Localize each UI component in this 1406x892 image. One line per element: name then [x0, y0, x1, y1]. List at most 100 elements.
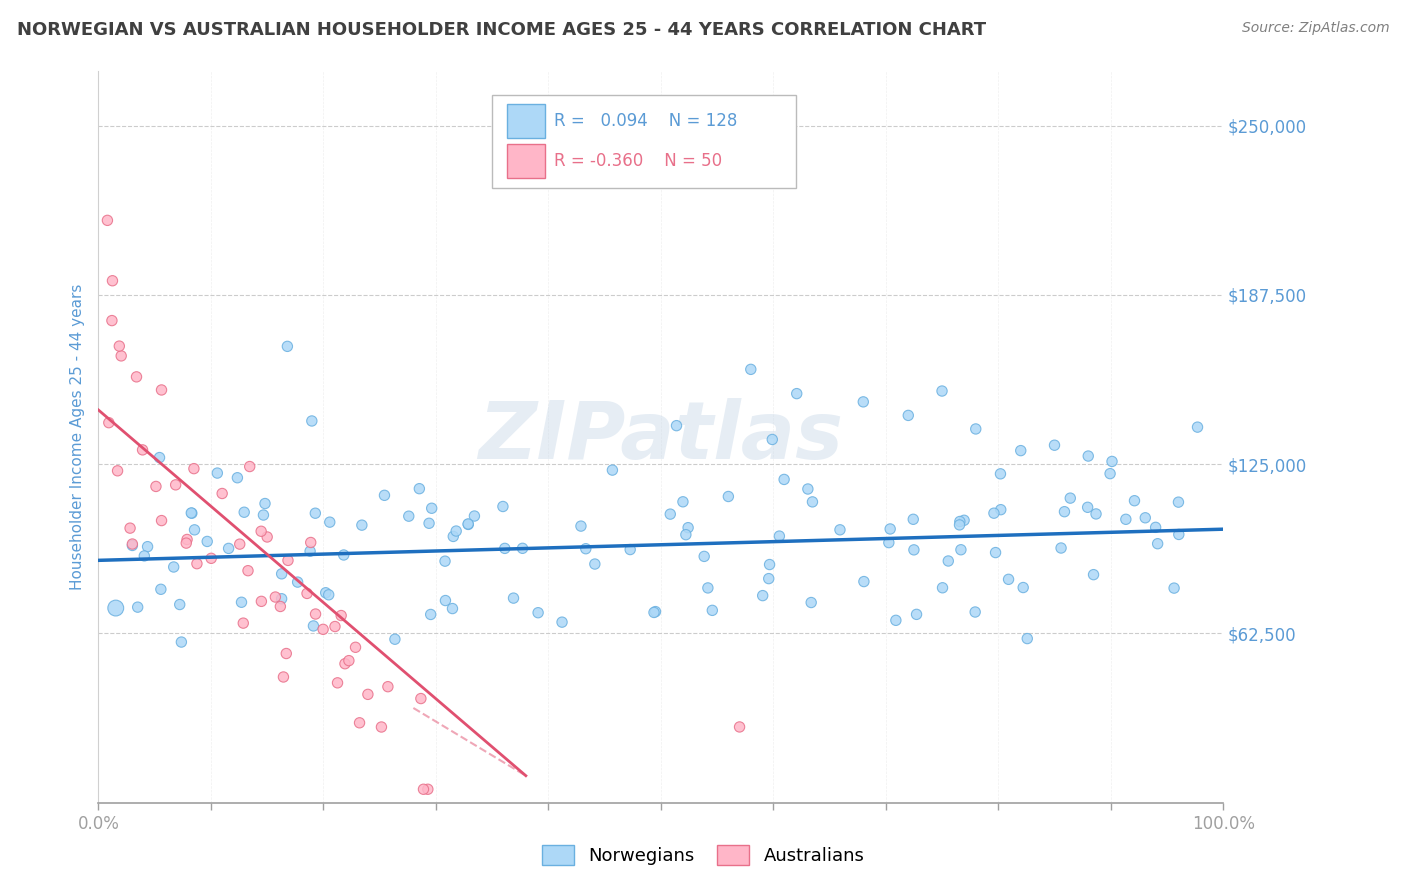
Point — [253, 496, 276, 510]
Point — [1146, 537, 1168, 551]
Point — [186, 557, 208, 571]
Point — [101, 274, 124, 288]
Point — [884, 613, 907, 627]
Point — [786, 386, 808, 401]
Point — [232, 616, 254, 631]
Point — [176, 533, 198, 547]
Point — [408, 482, 430, 496]
Point — [299, 544, 322, 558]
Point — [441, 601, 464, 615]
Point — [273, 670, 295, 684]
Point — [96, 213, 118, 227]
Point — [740, 362, 762, 376]
Point — [457, 517, 479, 532]
Point — [107, 464, 129, 478]
Point — [696, 581, 718, 595]
Point — [512, 541, 534, 556]
Point — [416, 782, 439, 797]
Point — [163, 560, 186, 574]
Point — [897, 409, 920, 423]
Point — [797, 482, 820, 496]
Point — [326, 676, 349, 690]
Point — [1144, 520, 1167, 534]
Point — [121, 538, 143, 552]
Point — [619, 542, 641, 557]
Point — [676, 521, 699, 535]
Point — [758, 572, 780, 586]
Point — [127, 600, 149, 615]
Point — [229, 537, 252, 551]
Point — [420, 501, 443, 516]
Point — [315, 586, 337, 600]
Point — [659, 507, 682, 521]
Point — [337, 654, 360, 668]
Point — [357, 687, 380, 701]
Point — [801, 495, 824, 509]
Point — [728, 720, 751, 734]
Point — [110, 349, 132, 363]
Point — [97, 416, 120, 430]
Point — [418, 516, 440, 531]
Point — [236, 564, 259, 578]
Point — [1059, 491, 1081, 505]
Point — [877, 535, 900, 549]
Point — [211, 486, 233, 500]
Point — [250, 524, 273, 539]
Point — [457, 516, 479, 531]
FancyBboxPatch shape — [492, 95, 796, 188]
Point — [409, 691, 432, 706]
Point — [852, 574, 875, 589]
Point — [990, 467, 1012, 481]
Point — [125, 369, 148, 384]
Point — [984, 545, 1007, 559]
Text: ZIPatlas: ZIPatlas — [478, 398, 844, 476]
Point — [441, 529, 464, 543]
Point — [233, 505, 256, 519]
Point — [905, 607, 928, 622]
Point — [990, 502, 1012, 516]
Point — [444, 524, 467, 538]
Y-axis label: Householder Income Ages 25 - 44 years: Householder Income Ages 25 - 44 years — [69, 284, 84, 591]
Legend: Norwegians, Australians: Norwegians, Australians — [533, 836, 873, 874]
Point — [304, 607, 326, 621]
Point — [150, 383, 173, 397]
Point — [569, 519, 592, 533]
Point — [492, 500, 515, 514]
Point — [330, 608, 353, 623]
Point — [1053, 505, 1076, 519]
Point — [349, 715, 371, 730]
Point — [644, 605, 666, 619]
Point — [1043, 438, 1066, 452]
Point — [398, 509, 420, 524]
Point — [1012, 581, 1035, 595]
Point — [131, 442, 153, 457]
Point — [207, 466, 229, 480]
Point — [527, 606, 550, 620]
Point — [717, 490, 740, 504]
Point — [828, 523, 851, 537]
Point — [1101, 454, 1123, 468]
Point — [1085, 507, 1108, 521]
Point — [758, 558, 780, 572]
Point — [434, 554, 457, 568]
Point — [965, 605, 987, 619]
Point — [312, 623, 335, 637]
Point — [332, 548, 354, 562]
Point — [344, 640, 367, 655]
Point — [269, 599, 291, 614]
Point — [693, 549, 716, 564]
Point — [1099, 467, 1122, 481]
Point — [169, 598, 191, 612]
Point — [301, 414, 323, 428]
Point — [377, 680, 399, 694]
Point — [852, 395, 875, 409]
Point — [180, 506, 202, 520]
Point — [295, 586, 318, 600]
Point — [412, 782, 434, 797]
Point — [965, 422, 987, 436]
Point — [1167, 527, 1189, 541]
Point — [1083, 567, 1105, 582]
Point — [1123, 493, 1146, 508]
Point — [1187, 420, 1209, 434]
Point — [583, 557, 606, 571]
